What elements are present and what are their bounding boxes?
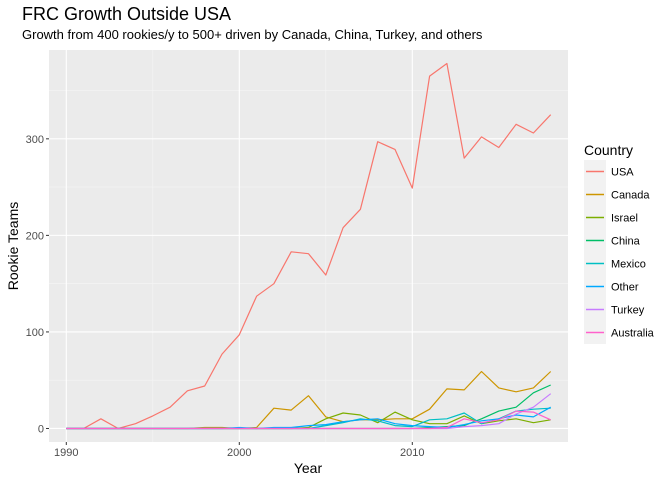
y-axis-label: Rookie Teams: [5, 202, 21, 290]
legend-label: Mexico: [611, 259, 646, 271]
legend-label: Australia: [611, 328, 655, 340]
legend-label: Other: [611, 282, 639, 294]
legend-title: Country: [584, 142, 633, 158]
series-line-usa: [66, 62, 552, 430]
y-tick-label: 0: [38, 423, 44, 435]
x-tick-label: 2000: [227, 447, 251, 459]
y-tick-label: 300: [26, 134, 44, 146]
x-tick-label: 1990: [54, 447, 78, 459]
legend: Country USA Canada Israel China Mexico Other T…: [584, 142, 655, 344]
legend-label: Canada: [611, 190, 650, 202]
legend-label: Turkey: [611, 305, 645, 317]
legend-label: USA: [611, 167, 634, 179]
legend-label: Israel: [611, 213, 638, 225]
x-axis-label: Year: [294, 460, 323, 476]
legend-label: China: [611, 236, 641, 248]
axes: 1990 2000 2010 0 100 200 300: [26, 134, 425, 459]
y-tick-label: 200: [26, 230, 44, 242]
series-line-australia: [66, 410, 551, 430]
x-tick-label: 2010: [400, 447, 424, 459]
series-group: [66, 62, 552, 430]
chart-subtitle: Growth from 400 rookies/y to 500+ driven…: [22, 27, 483, 42]
y-tick-label: 100: [26, 327, 44, 339]
chart-title: FRC Growth Outside USA: [22, 4, 232, 24]
plot-panel: [49, 50, 568, 442]
